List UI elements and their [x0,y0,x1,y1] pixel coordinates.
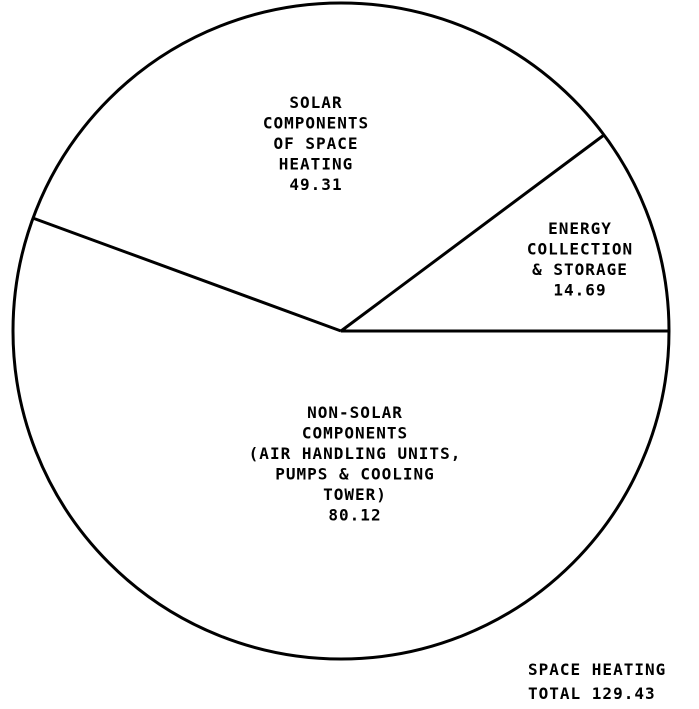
slice-boundary-2 [32,216,342,333]
slice-label-0: ENERGY COLLECTION & STORAGE 14.69 [527,219,633,300]
slice-boundary-1 [340,133,605,333]
slice-label-2: NON-SOLAR COMPONENTS (AIR HANDLING UNITS, P… [249,403,462,525]
total-line-2: TOTAL 129.43 [528,684,656,703]
total-note: SPACE HEATING TOTAL 129.43 [528,658,698,706]
slice-label-1: SOLAR COMPONENTS OF SPACE HEATING 49.31 [263,93,369,194]
total-line-1: SPACE HEATING [528,660,667,679]
